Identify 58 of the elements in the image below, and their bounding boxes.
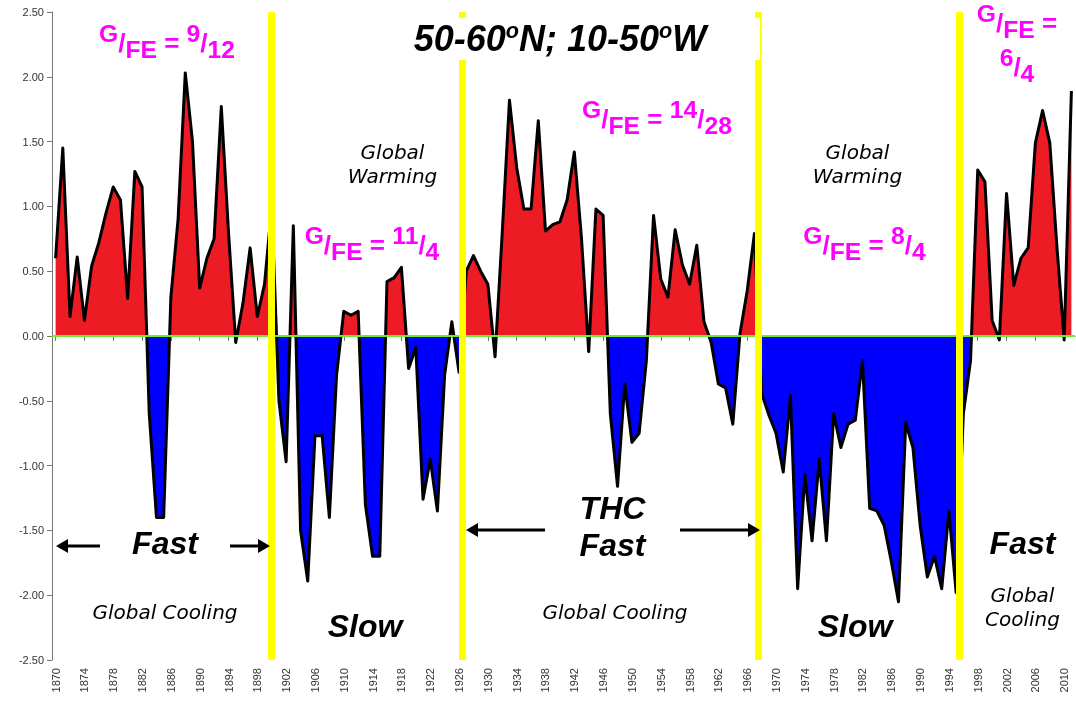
annotation: Slow xyxy=(326,608,405,645)
x-tick-label: 1890 xyxy=(193,668,206,693)
x-tick-label: 1998 xyxy=(971,668,984,693)
annotation: Global Cooling xyxy=(541,600,689,624)
y-tick-label: 1.50 xyxy=(22,135,44,148)
x-tick-label: 1878 xyxy=(107,668,120,693)
x-tick-label: 1958 xyxy=(683,668,696,693)
x-tick-label: 1930 xyxy=(481,668,494,693)
y-tick-label: -1.00 xyxy=(18,459,44,472)
x-tick-label: 1882 xyxy=(136,668,149,693)
x-tick-label: 1922 xyxy=(424,668,437,693)
annotation: Global Warming xyxy=(346,140,439,188)
y-tick-label: -2.50 xyxy=(18,654,44,666)
x-tick-label: 1986 xyxy=(885,668,898,693)
x-tick-label: 1906 xyxy=(308,668,321,693)
x-tick-label: 1886 xyxy=(164,668,177,693)
x-tick-label: 1994 xyxy=(942,668,955,693)
annotation: THC Fast xyxy=(578,490,648,564)
chart-title: 50-60$^{o}$N; 10-50$^{o}$W xyxy=(360,18,760,60)
x-tick-label: 1942 xyxy=(568,668,581,693)
x-tick-label: 1910 xyxy=(337,668,350,693)
x-tick-label: 1870 xyxy=(49,668,62,693)
x-tick-label: 2002 xyxy=(1000,668,1013,693)
x-tick-label: 1970 xyxy=(770,668,783,693)
y-tick-label: 0.00 xyxy=(22,330,44,342)
annotation: Fast xyxy=(988,525,1058,562)
x-tick-label: 1926 xyxy=(453,668,466,693)
annotation: Global Cooling xyxy=(91,600,239,624)
x-tick-label: 1954 xyxy=(654,668,667,693)
x-tick-label: 1974 xyxy=(798,668,811,693)
x-tick-label: 1898 xyxy=(251,668,264,693)
x-tick-label: 1914 xyxy=(366,668,379,693)
x-tick-label: 1962 xyxy=(712,668,725,693)
x-tick-label: 1990 xyxy=(914,668,927,693)
x-tick-label: 1966 xyxy=(741,668,754,693)
x-tick-label: 1950 xyxy=(625,668,638,693)
annotation: Fast xyxy=(131,525,200,562)
x-tick-label: 1918 xyxy=(395,668,408,693)
x-tick-label: 2010 xyxy=(1058,668,1071,693)
x-tick-label: 1894 xyxy=(222,668,235,693)
x-tick-label: 1978 xyxy=(827,668,840,693)
y-tick-label: -1.50 xyxy=(18,524,44,537)
x-tick-label: 2006 xyxy=(1029,668,1042,693)
x-tick-label: 1934 xyxy=(510,668,523,693)
y-tick-label: 0.50 xyxy=(22,265,44,278)
x-tick-label: 1982 xyxy=(856,668,869,693)
y-tick-label: -2.00 xyxy=(18,589,44,602)
x-tick-label: 1902 xyxy=(280,668,293,693)
y-tick-label: 1.00 xyxy=(22,200,44,213)
y-tick-label: 2.00 xyxy=(22,70,44,83)
annotation: Global Cooling xyxy=(984,583,1061,631)
x-tick-label: 1938 xyxy=(539,668,552,693)
annotation: Slow xyxy=(816,608,895,645)
y-tick-label: -0.50 xyxy=(18,394,44,407)
x-tick-label: 1946 xyxy=(597,668,610,693)
annotation: Global Warming xyxy=(811,140,904,188)
x-tick-label: 1874 xyxy=(78,668,91,693)
y-tick-label: 2.50 xyxy=(22,6,44,18)
